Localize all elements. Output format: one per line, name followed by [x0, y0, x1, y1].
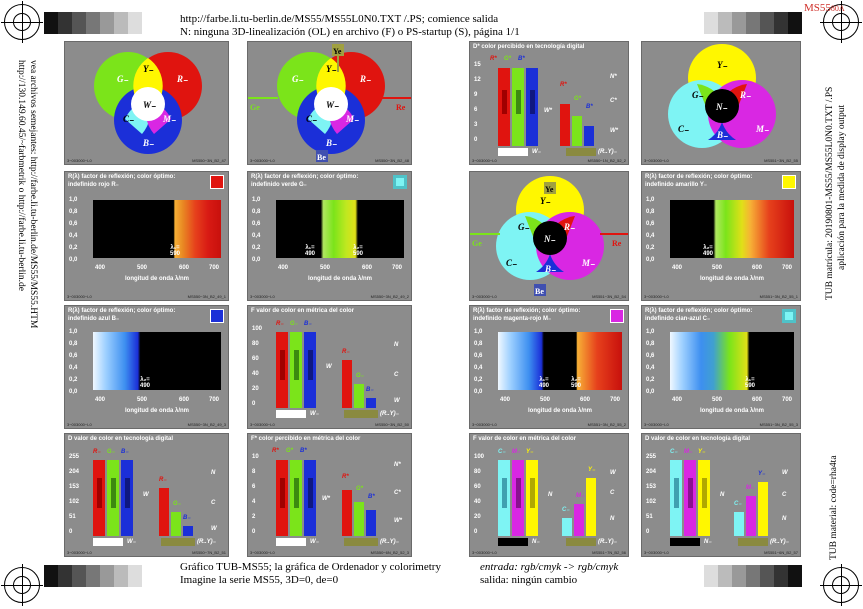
left-side-text-1: vea archivos semejantes: http://farbe.li…: [28, 60, 38, 329]
venn-panel-rgb-1: Y₋ G₋ R₋ W₋ C₋ M₋ B₋ 3−003000−L0 MS550−3…: [64, 41, 229, 165]
venn-diagram-cmy-elementary: Ye Be Ge Re Y₋ G₋ R₋ N₋ C₋ M₋ B₋: [470, 176, 628, 296]
venn-label-ye: Ye: [333, 47, 342, 56]
gray-scale-bar-top-left: [44, 12, 156, 34]
bar-r: [498, 68, 510, 146]
header-line-1: http://farbe.li.tu-berlin.de/MS55/MS55L0…: [180, 13, 499, 25]
svg-text:N₋: N₋: [543, 234, 555, 244]
gray-scale-bar-bottom-right: [690, 565, 802, 587]
spectrum-subtitle: indefinido rojo R₋: [68, 182, 119, 188]
bar-panel-d-digital-rgb: D valor de color en tecnología digital R…: [64, 433, 229, 557]
venn-label-g: G₋: [117, 74, 128, 84]
svg-text:C₋: C₋: [678, 124, 689, 134]
bar-panel-f-metric-cmy: F valor de color en métrica del color C₋…: [469, 433, 629, 557]
svg-text:M₋: M₋: [755, 124, 769, 134]
svg-text:Be: Be: [535, 287, 544, 296]
svg-text:M₋: M₋: [345, 114, 359, 124]
bar-b: [526, 68, 538, 146]
bar-panel-fstar: F* color percibido en métrica del color …: [247, 433, 412, 557]
foot-code-left: 3−003000−L0: [67, 158, 92, 163]
registration-mark-top-left: [1, 1, 43, 43]
left-side-text-2: http://130.149.60.45/~farbmetrik o http:…: [16, 60, 26, 291]
svg-text:R₋: R₋: [563, 222, 575, 232]
foot-code-right: MS550−3N_B2_47: [192, 158, 226, 163]
spectrum-panel-magenta: R(λ) factor de reflexión; color óptimo: …: [469, 305, 629, 429]
venn-label-re: Re: [396, 103, 406, 112]
venn-label-w: W₋: [143, 100, 156, 110]
venn-panel-cmy-1: Y₋ G₋ R₋ N₋ C₋ M₋ B₋ 3−003000−L0 MS551−3…: [641, 41, 801, 165]
svg-text:G₋: G₋: [692, 90, 703, 100]
svg-text:R₋: R₋: [739, 90, 751, 100]
svg-text:R₋: R₋: [359, 74, 371, 84]
bar-panel-d-digital-cmy: D valor de color en tecnología digital C…: [641, 433, 801, 557]
svg-text:Y₋: Y₋: [540, 196, 550, 206]
venn-label-m: M₋: [162, 114, 176, 124]
color-swatch-cyan: [782, 309, 796, 323]
venn-label-c: C₋: [123, 114, 134, 124]
svg-text:Re: Re: [612, 239, 622, 248]
right-side-text-2: TUB matrícula: 20190801-MS55/MS55L0N0.TX…: [825, 86, 835, 300]
color-swatch-red: [210, 175, 224, 189]
venn-label-r: R₋: [176, 74, 188, 84]
color-swatch-blue: [210, 309, 224, 323]
corner-code: MS5580A: [804, 2, 845, 14]
venn-panel-cmy-2: Ye Be Ge Re Y₋ G₋ R₋ N₋ C₋ M₋ B₋ 3−00300…: [469, 171, 629, 301]
footer-output: salida: ningún cambio: [480, 574, 578, 586]
spectrum-panel-green: R(λ) factor de reflexión; color óptimo: …: [247, 171, 412, 301]
gray-scale-bar-top-right: [690, 12, 802, 34]
registration-mark-bottom-left: [1, 564, 43, 606]
color-swatch-magenta: [610, 309, 624, 323]
footer-input: entrada: rgb/cmyk -> rgb/cmyk: [480, 561, 619, 573]
svg-text:Y₋: Y₋: [717, 60, 727, 70]
spectrum-plot: [93, 200, 221, 258]
svg-text:B₋: B₋: [325, 138, 337, 148]
venn-label-b: B₋: [142, 138, 154, 148]
color-swatch-green: [393, 175, 407, 189]
svg-text:G₋: G₋: [518, 222, 529, 232]
bar-panel-f-metric-rgb: F valor de color en métrica del color R₋…: [247, 305, 412, 429]
svg-text:N₋: N₋: [715, 102, 727, 112]
venn-label-y: Y₋: [143, 64, 153, 74]
registration-mark-top-right: [820, 1, 862, 43]
spectrum-panel-yellow: R(λ) factor de reflexión; color óptimo: …: [641, 171, 801, 301]
svg-text:C₋: C₋: [306, 114, 317, 124]
registration-mark-bottom-right: [820, 564, 862, 606]
venn-diagram-rgb: Y₋ G₋ R₋ W₋ C₋ M₋ B₋: [94, 52, 202, 154]
svg-text:Ge: Ge: [472, 239, 482, 248]
spectrum-panel-cyan: R(λ) factor de reflexión; color óptimo: …: [641, 305, 801, 429]
venn-label-ge: Ge: [250, 103, 260, 112]
gray-scale-bar-bottom-left: [44, 565, 156, 587]
venn-panel-rgb-2: Ye Be Ge Re Y₋ G₋ R₋ W₋ C₋ M₋ B₋ 3−00300…: [247, 41, 412, 165]
svg-text:Ye: Ye: [545, 185, 554, 194]
header-line-2: N: ninguna 3D-linealización (OL) en arch…: [180, 26, 520, 38]
bar-plot-area: [496, 64, 596, 146]
spectrum-title: R(λ) factor de reflexión; color óptimo:: [68, 174, 176, 180]
venn-label-be: Be: [317, 153, 326, 162]
svg-text:C₋: C₋: [506, 258, 517, 268]
footer-line-2: Imagine la serie MS55, 3D=0, de=0: [180, 574, 339, 586]
venn-diagram-rgb-elementary: Ye Be Ge Re Y₋ G₋ R₋ W₋ C₋ M₋ B₋: [248, 44, 411, 162]
svg-text:B₋: B₋: [544, 264, 556, 274]
venn-diagram-cmy: Y₋ G₋ R₋ N₋ C₋ M₋ B₋: [668, 44, 776, 148]
svg-text:W₋: W₋: [326, 100, 339, 110]
svg-text:B₋: B₋: [716, 130, 728, 140]
spectrum-panel-blue: R(λ) factor de reflexión; color óptimo: …: [64, 305, 229, 429]
svg-text:M₋: M₋: [581, 258, 595, 268]
svg-text:Y₋: Y₋: [326, 64, 336, 74]
svg-text:G₋: G₋: [292, 74, 303, 84]
color-swatch-yellow: [782, 175, 796, 189]
bar-panel-dstar: D* color percibido en tecnología digital…: [469, 41, 629, 165]
footer-line-1: Gráfico TUB-MS55; la gráfica de Ordenado…: [180, 561, 441, 573]
right-side-text-3: aplicación para la medida de display out…: [837, 104, 847, 270]
bar-g: [512, 68, 524, 146]
spectrum-panel-red: R(λ) factor de reflexión; color óptimo: …: [64, 171, 229, 301]
right-side-text-1: TUB material: code=rha4ta: [829, 455, 839, 560]
